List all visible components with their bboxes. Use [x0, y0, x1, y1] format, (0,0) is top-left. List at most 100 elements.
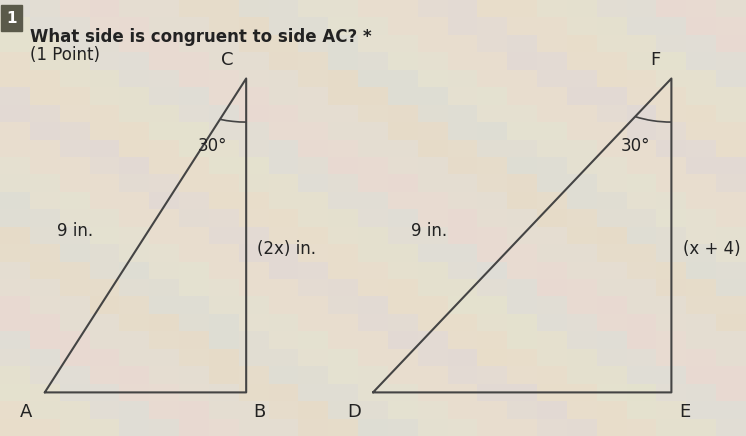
Bar: [388, 35, 418, 52]
Bar: [0, 140, 30, 157]
Bar: [179, 52, 209, 70]
Bar: [269, 314, 298, 331]
Bar: [716, 52, 746, 70]
Bar: [30, 52, 60, 70]
Bar: [239, 192, 269, 209]
Bar: [179, 279, 209, 296]
Bar: [507, 105, 537, 122]
Bar: [0, 331, 30, 349]
Bar: [597, 87, 627, 105]
Bar: [90, 262, 119, 279]
Bar: [537, 349, 567, 366]
Bar: [388, 384, 418, 401]
Text: F: F: [650, 51, 660, 69]
Bar: [627, 87, 656, 105]
Bar: [448, 35, 477, 52]
Bar: [328, 122, 358, 140]
Bar: [209, 122, 239, 140]
Bar: [179, 105, 209, 122]
Bar: [418, 35, 448, 52]
Bar: [179, 87, 209, 105]
Bar: [686, 105, 716, 122]
Bar: [597, 401, 627, 419]
Bar: [209, 35, 239, 52]
Bar: [179, 314, 209, 331]
Bar: [686, 0, 716, 17]
Bar: [298, 244, 328, 262]
Bar: [418, 331, 448, 349]
Bar: [716, 366, 746, 384]
Bar: [119, 227, 149, 244]
Bar: [149, 262, 179, 279]
Bar: [60, 0, 90, 17]
Bar: [477, 419, 507, 436]
Bar: [0, 296, 30, 314]
Bar: [448, 331, 477, 349]
Bar: [179, 419, 209, 436]
Bar: [119, 296, 149, 314]
Bar: [388, 174, 418, 192]
Text: 9 in.: 9 in.: [412, 222, 448, 240]
Bar: [418, 349, 448, 366]
Bar: [418, 52, 448, 70]
Bar: [30, 105, 60, 122]
Bar: [537, 384, 567, 401]
Bar: [507, 174, 537, 192]
Bar: [656, 262, 686, 279]
Bar: [298, 314, 328, 331]
Bar: [448, 0, 477, 17]
Bar: [90, 105, 119, 122]
Text: 1: 1: [6, 11, 16, 26]
Bar: [209, 349, 239, 366]
Bar: [119, 244, 149, 262]
Bar: [149, 296, 179, 314]
Bar: [656, 52, 686, 70]
Bar: [656, 70, 686, 87]
Bar: [358, 192, 388, 209]
Bar: [418, 279, 448, 296]
Bar: [716, 384, 746, 401]
Bar: [239, 157, 269, 174]
Bar: [567, 314, 597, 331]
Bar: [507, 419, 537, 436]
Bar: [567, 174, 597, 192]
Bar: [477, 87, 507, 105]
Bar: [477, 140, 507, 157]
Bar: [30, 244, 60, 262]
Bar: [0, 122, 30, 140]
Bar: [537, 17, 567, 35]
Bar: [656, 419, 686, 436]
Bar: [119, 52, 149, 70]
Bar: [716, 192, 746, 209]
Bar: [418, 419, 448, 436]
Bar: [477, 296, 507, 314]
Bar: [656, 122, 686, 140]
Bar: [418, 105, 448, 122]
Bar: [477, 314, 507, 331]
Bar: [179, 331, 209, 349]
Bar: [507, 87, 537, 105]
Bar: [686, 314, 716, 331]
Bar: [0, 227, 30, 244]
Bar: [388, 0, 418, 17]
Bar: [269, 227, 298, 244]
Bar: [627, 366, 656, 384]
Bar: [149, 70, 179, 87]
Bar: [149, 105, 179, 122]
Bar: [209, 0, 239, 17]
Bar: [537, 366, 567, 384]
Text: D: D: [348, 403, 361, 421]
Bar: [686, 70, 716, 87]
Bar: [328, 314, 358, 331]
Bar: [627, 262, 656, 279]
Bar: [90, 366, 119, 384]
Bar: [0, 157, 30, 174]
Bar: [388, 296, 418, 314]
Bar: [328, 174, 358, 192]
Bar: [567, 349, 597, 366]
Bar: [358, 209, 388, 227]
Bar: [328, 52, 358, 70]
Bar: [239, 366, 269, 384]
Bar: [418, 296, 448, 314]
Bar: [209, 296, 239, 314]
